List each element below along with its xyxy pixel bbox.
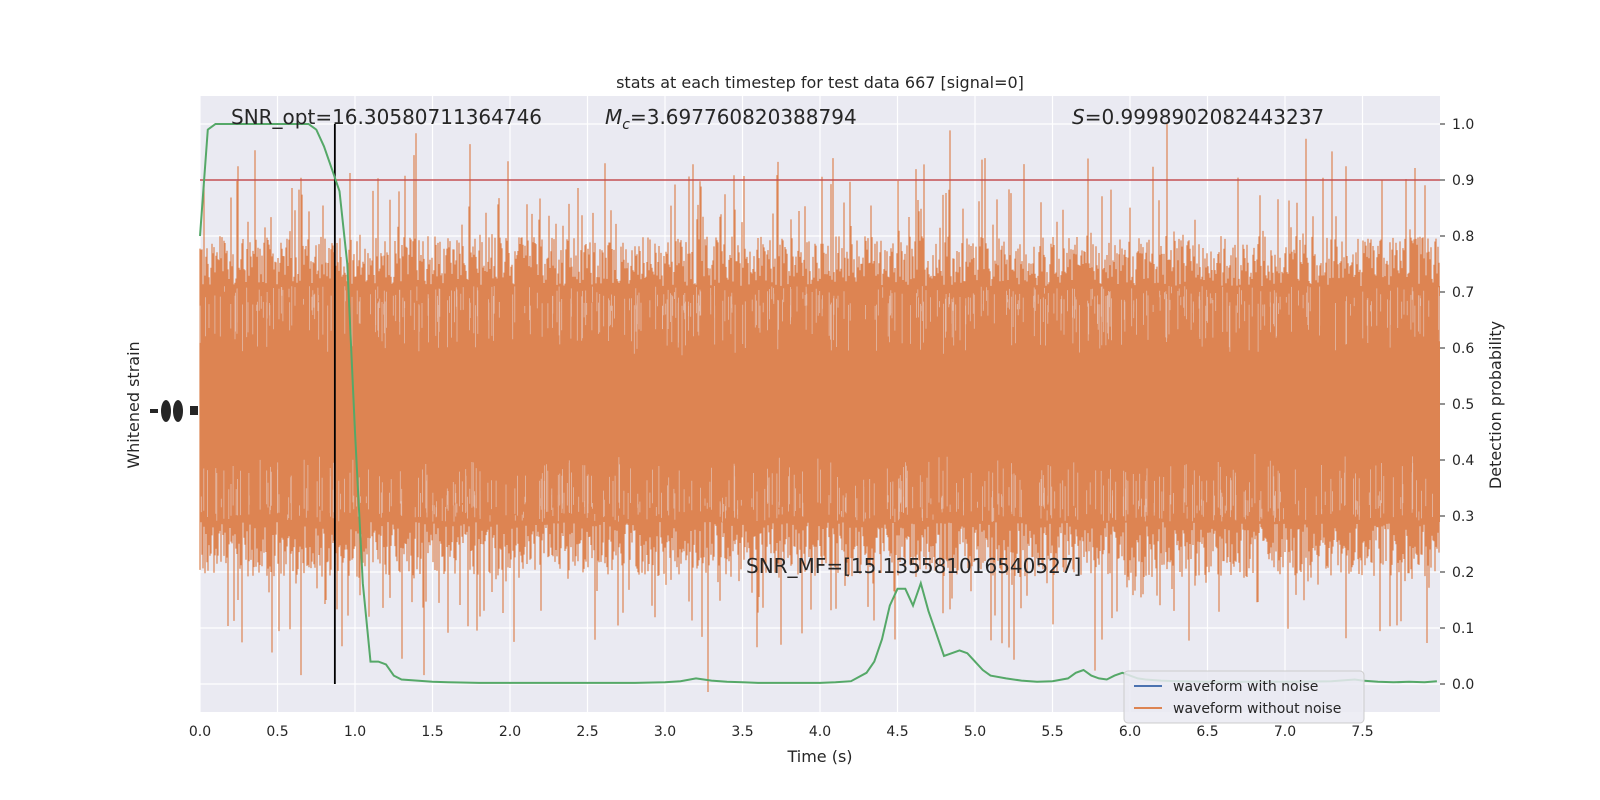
x-tick-label: 5.5 <box>1041 724 1063 740</box>
strain-envelope <box>199 124 1440 692</box>
y-tick-label: 0.5 <box>1452 397 1474 413</box>
x-tick-label: 0.5 <box>266 724 288 740</box>
strain-texture <box>199 286 1440 522</box>
chirp-mass-symbol: M <box>605 105 622 129</box>
x-tick-label: 0.0 <box>189 724 211 740</box>
x-tick-label: 1.5 <box>421 724 443 740</box>
y-tick-label: 0.0 <box>1452 677 1474 693</box>
s-annotation: S=0.9998902082443237 <box>1072 105 1324 129</box>
x-tick-label: 2.5 <box>576 724 598 740</box>
y-tick-label: 0.6 <box>1452 341 1474 357</box>
y-tick-label: 0.8 <box>1452 229 1474 245</box>
x-tick-label: 5.0 <box>964 724 986 740</box>
y-tick-label: 0.7 <box>1452 285 1474 301</box>
left-axis-ticks-cluster <box>150 400 198 422</box>
right-y-axis-label: Detection probability <box>1486 321 1505 489</box>
y-tick-label: 0.1 <box>1452 621 1474 637</box>
left-y-axis-label: Whitened strain <box>124 341 143 468</box>
legend: waveform with noise waveform without noi… <box>1123 670 1365 724</box>
x-axis-label: Time (s) <box>786 747 852 766</box>
chirp-mass-annotation: Mc=3.697760820388794 <box>605 105 857 133</box>
y-tick-label: 0.4 <box>1452 453 1474 469</box>
legend-box <box>1123 670 1365 724</box>
y-tick-label: 0.3 <box>1452 509 1474 525</box>
x-tick-label: 7.0 <box>1274 724 1296 740</box>
snr-mf-annotation: SNR_MF=[15.135581016540527] <box>746 554 1081 578</box>
chirp-mass-value: =3.697760820388794 <box>630 105 857 129</box>
chart-title: stats at each timestep for test data 667… <box>616 73 1024 92</box>
y-tick-label: 0.9 <box>1452 173 1474 189</box>
whitened-strain-trace <box>199 124 1440 692</box>
chirp-mass-subscript: c <box>622 117 630 133</box>
x-axis-ticks: 0.0 0.5 1.0 1.5 2.0 2.5 3.0 3.5 4.0 4.5 5.0 5.5 6.0 6… <box>189 724 1374 740</box>
y-tick-label: 1.0 <box>1452 117 1474 133</box>
y-tick-label: 0.2 <box>1452 565 1474 581</box>
s-value: =0.9998902082443237 <box>1085 105 1324 129</box>
s-symbol: S <box>1072 105 1085 129</box>
legend-label-without-noise: waveform without noise <box>1173 701 1341 717</box>
x-tick-label: 6.5 <box>1196 724 1218 740</box>
x-tick-label: 4.5 <box>886 724 908 740</box>
x-tick-label: 6.0 <box>1119 724 1141 740</box>
x-tick-label: 4.0 <box>809 724 831 740</box>
right-y-axis-ticks: 0.0 0.1 0.2 0.3 0.4 0.5 0.6 0.7 0.8 0.9 1.0 <box>1440 117 1474 693</box>
x-tick-label: 1.0 <box>344 724 366 740</box>
x-tick-label: 2.0 <box>499 724 521 740</box>
legend-label-with-noise: waveform with noise <box>1173 679 1318 695</box>
snr-opt-annotation: SNR_opt=16.30580711364746 <box>231 105 542 129</box>
x-tick-label: 7.5 <box>1351 724 1373 740</box>
x-tick-label: 3.5 <box>731 724 753 740</box>
x-tick-label: 3.0 <box>654 724 676 740</box>
